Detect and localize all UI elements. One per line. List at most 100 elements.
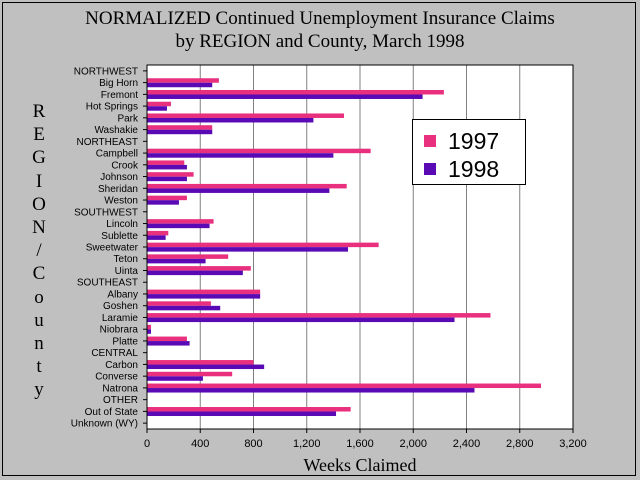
bar-1998-crook bbox=[147, 164, 187, 170]
x-tick-label-2000: 2,000 bbox=[399, 438, 427, 450]
category-label-weston: Weston bbox=[104, 196, 138, 207]
bar-1997-out-of-state bbox=[147, 407, 351, 412]
bar-1997-sheridan bbox=[147, 183, 347, 189]
bar-1998-sweetwater bbox=[147, 247, 349, 252]
category-label-crook: Crook bbox=[111, 160, 139, 171]
bar-1997-uinta bbox=[147, 266, 251, 271]
bar-1998-washakie bbox=[147, 129, 213, 135]
bar-1998-teton bbox=[147, 258, 206, 264]
bar-1997-big-horn bbox=[147, 78, 219, 83]
category-label-laramie: Laramie bbox=[102, 313, 139, 324]
x-axis-label: Weeks Claimed bbox=[303, 455, 417, 475]
bar-1998-lincoln bbox=[147, 223, 210, 229]
category-label-lincoln: Lincoln bbox=[106, 219, 138, 230]
legend-label-1998: 1998 bbox=[448, 156, 500, 182]
x-tick-label-3200: 3,200 bbox=[559, 438, 587, 450]
bar-1998-big-horn bbox=[147, 82, 213, 88]
bar-1998-uinta bbox=[147, 270, 243, 276]
y-axis-label-char: u bbox=[34, 309, 44, 331]
category-label-sweetwater: Sweetwater bbox=[86, 243, 139, 254]
bar-1998-laramie bbox=[147, 317, 455, 323]
bar-1997-weston bbox=[147, 195, 187, 201]
bar-1998-platte bbox=[147, 341, 190, 346]
bar-1997-sublette bbox=[147, 230, 169, 236]
x-tick-label-1600: 1,600 bbox=[346, 438, 374, 450]
bar-1997-hot-springs bbox=[147, 101, 171, 107]
category-label-out-of-state: Out of State bbox=[85, 407, 139, 418]
category-label-central: CENTRAL bbox=[91, 348, 138, 359]
category-label-sublette: Sublette bbox=[101, 231, 138, 242]
y-axis-label-char: I bbox=[35, 170, 43, 192]
y-axis-label-char: / bbox=[36, 240, 42, 262]
category-label-uinta: Uinta bbox=[115, 266, 139, 277]
x-tick-label-0: 0 bbox=[144, 438, 150, 450]
bar-1997-sweetwater bbox=[147, 242, 379, 248]
category-label-southeast: SOUTHEAST bbox=[77, 278, 138, 289]
x-tick-label-1200: 1,200 bbox=[293, 438, 321, 450]
bar-1997-crook bbox=[147, 160, 185, 165]
bar-1998-natrona bbox=[147, 388, 475, 393]
category-label-sheridan: Sheridan bbox=[98, 184, 138, 195]
y-axis-label-char: y bbox=[34, 379, 44, 401]
category-label-hot-springs: Hot Springs bbox=[86, 102, 138, 113]
y-axis-label-char: O bbox=[32, 193, 46, 215]
bar-1998-sheridan bbox=[147, 188, 330, 193]
bar-1998-hot-springs bbox=[147, 106, 167, 111]
bar-1997-campbell bbox=[147, 148, 371, 154]
category-label-unknown-wy: Unknown (WY) bbox=[71, 419, 138, 430]
bar-1998-converse bbox=[147, 376, 203, 381]
bar-1997-teton bbox=[147, 254, 229, 259]
category-label-northeast: NORTHEAST bbox=[77, 137, 139, 148]
bar-1998-fremont bbox=[147, 94, 423, 99]
bar-1998-sublette bbox=[147, 235, 166, 240]
bar-1998-niobrara bbox=[147, 329, 151, 334]
bar-1997-converse bbox=[147, 371, 233, 377]
bar-1998-goshen bbox=[147, 305, 221, 311]
plot-border bbox=[146, 64, 574, 430]
category-label-carbon: Carbon bbox=[105, 360, 138, 371]
x-tick-label-2400: 2,400 bbox=[453, 438, 481, 450]
bar-1997-laramie bbox=[147, 313, 491, 318]
bar-1997-park bbox=[147, 113, 345, 118]
bar-1998-park bbox=[147, 117, 314, 123]
x-tick-label-400: 400 bbox=[191, 438, 209, 450]
legend-swatch-1997 bbox=[424, 135, 436, 147]
category-label-southwest: SOUTHWEST bbox=[74, 207, 138, 218]
y-axis-label-char: E bbox=[33, 124, 45, 146]
y-axis-label-char: C bbox=[32, 263, 46, 285]
y-axis-label-char: R bbox=[32, 101, 46, 122]
category-label-washakie: Washakie bbox=[94, 125, 138, 136]
bar-1997-natrona bbox=[147, 383, 542, 389]
bar-1997-niobrara bbox=[147, 324, 151, 330]
bar-1998-carbon bbox=[147, 364, 265, 370]
category-label-big-horn: Big Horn bbox=[99, 78, 138, 89]
category-label-goshen: Goshen bbox=[103, 301, 138, 312]
bar-1997-carbon bbox=[147, 360, 254, 365]
bar-1997-fremont bbox=[147, 89, 444, 95]
bar-1997-lincoln bbox=[147, 219, 214, 224]
bar-1998-johnson bbox=[147, 176, 187, 182]
bar-1997-platte bbox=[147, 336, 187, 342]
x-tick-label-2800: 2,800 bbox=[506, 438, 534, 450]
category-label-natrona: Natrona bbox=[102, 383, 138, 394]
bar-1998-weston bbox=[147, 200, 179, 205]
x-tick-label-800: 800 bbox=[244, 438, 262, 450]
category-label-johnson: Johnson bbox=[100, 172, 138, 183]
bar-1998-out-of-state bbox=[147, 411, 337, 417]
legend-label-1997: 1997 bbox=[448, 128, 500, 154]
chart-subtitle: by REGION and County, March 1998 bbox=[175, 31, 465, 52]
category-label-niobrara: Niobrara bbox=[100, 325, 139, 336]
category-label-campbell: Campbell bbox=[96, 149, 138, 160]
bar-1997-goshen bbox=[147, 301, 211, 306]
category-label-fremont: Fremont bbox=[101, 90, 138, 101]
y-axis-label-char: N bbox=[32, 217, 46, 239]
bar-1998-albany bbox=[147, 294, 261, 299]
category-label-teton: Teton bbox=[114, 254, 138, 265]
category-label-albany: Albany bbox=[107, 289, 138, 300]
legend-swatch-1998 bbox=[424, 163, 436, 175]
category-label-converse: Converse bbox=[95, 372, 138, 383]
category-label-other: OTHER bbox=[103, 395, 138, 406]
